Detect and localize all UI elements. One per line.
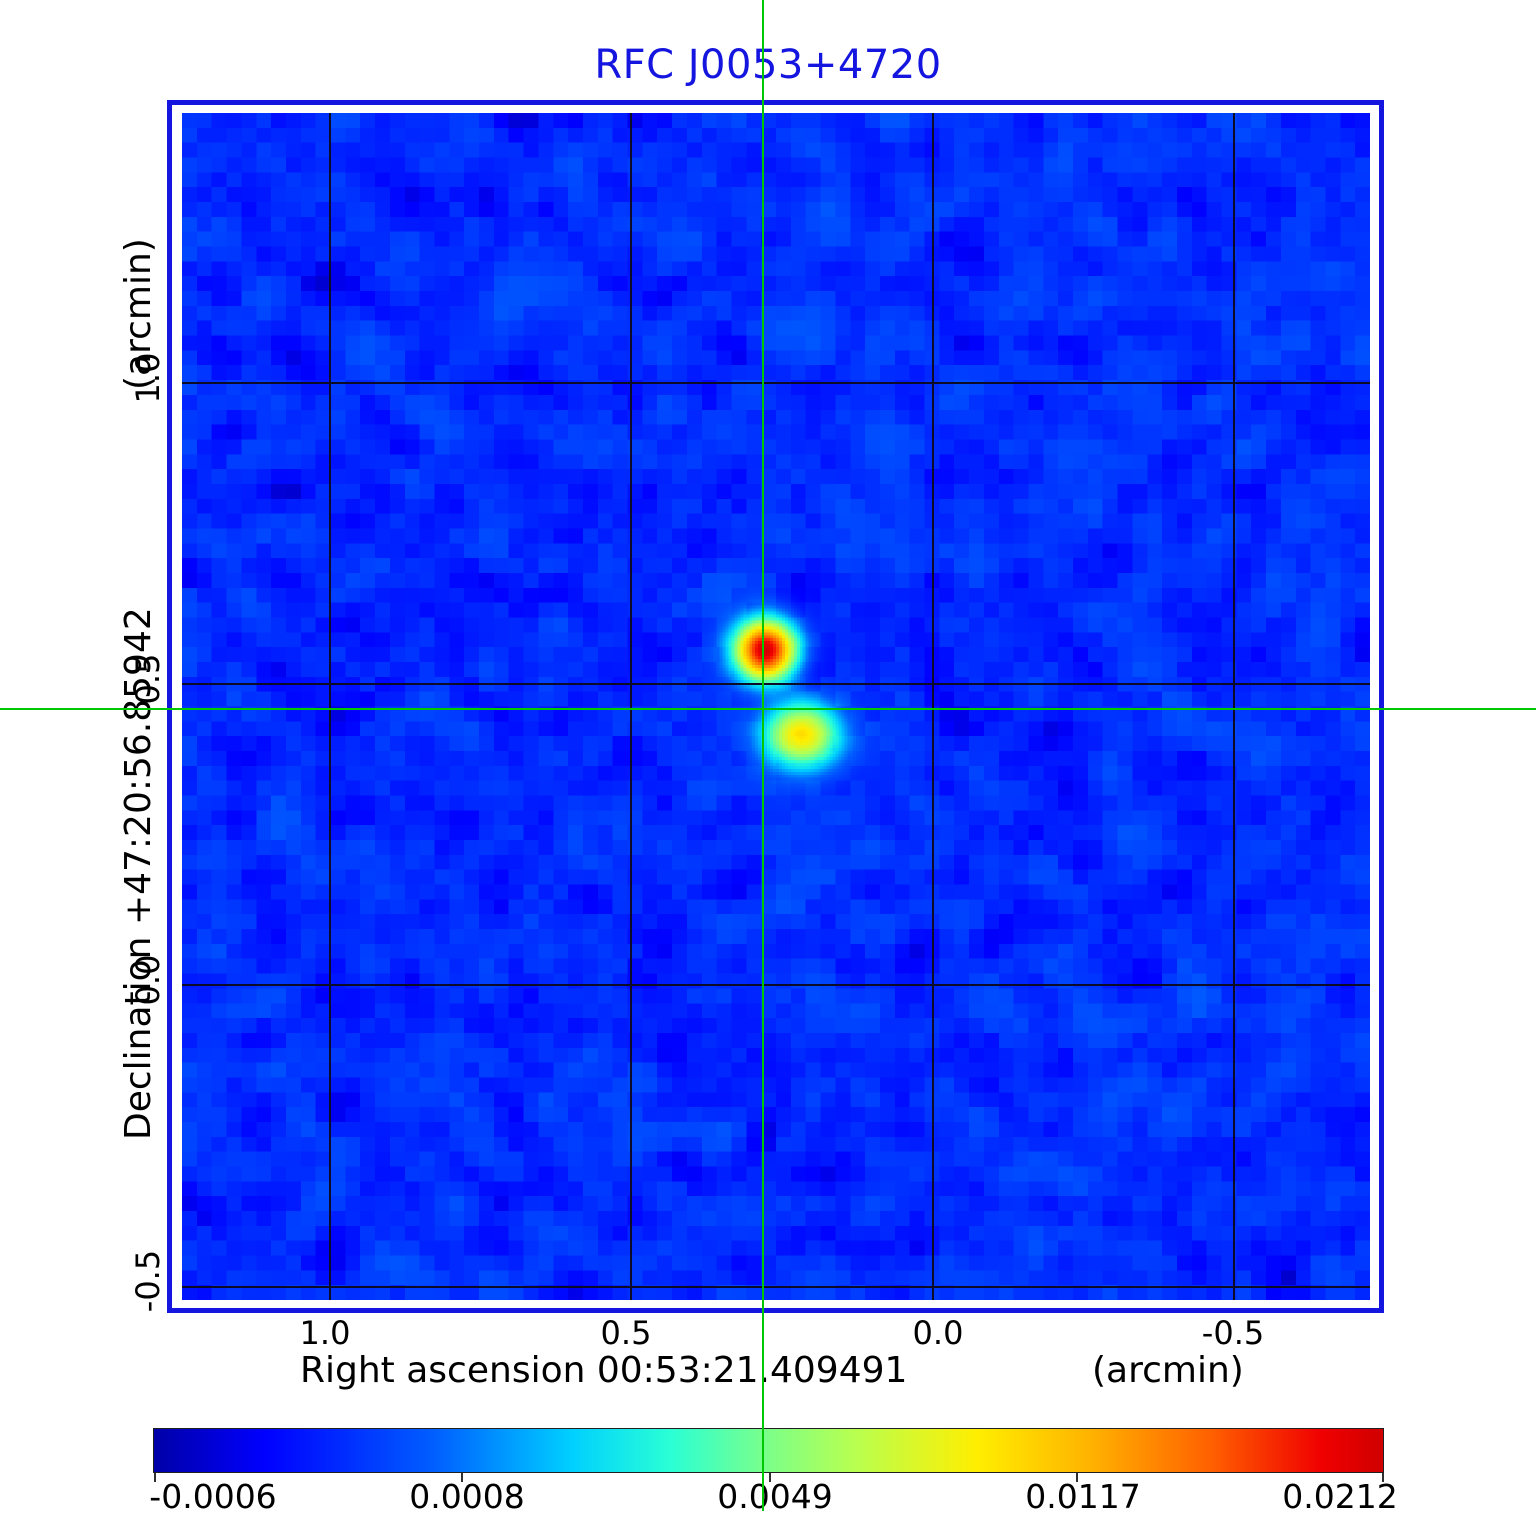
colorbar xyxy=(153,1428,1384,1473)
colorbar-tick-mark-4 xyxy=(1382,1473,1384,1482)
xtick-label-2: 0.0 xyxy=(912,1314,964,1352)
xtick-label-0: 1.0 xyxy=(299,1314,351,1352)
x-axis-units: (arcmin) xyxy=(1092,1350,1244,1391)
colorbar-tick-label-1: 0.0008 xyxy=(409,1477,525,1516)
x-axis-title: Right ascension 00:53:21.409491 xyxy=(300,1350,908,1391)
colorbar-tick-mark-2 xyxy=(769,1473,771,1482)
crosshair-vertical-line xyxy=(762,0,764,1511)
plot-frame xyxy=(167,100,1384,1313)
y-axis-units: (arcmin) xyxy=(118,238,159,390)
crosshair-horizontal-line xyxy=(0,708,1536,710)
ytick-label-3: -0.5 xyxy=(129,1249,167,1313)
colorbar-tick-label-0: -0.0006 xyxy=(149,1477,277,1516)
colorbar-tick-mark-3 xyxy=(1076,1473,1078,1482)
colorbar-tick-label-4: 0.0212 xyxy=(1282,1477,1398,1516)
colorbar-tick-mark-0 xyxy=(154,1473,156,1482)
colorbar-tick-label-2: 0.0049 xyxy=(717,1477,833,1516)
intensity-map-canvas xyxy=(182,113,1370,1300)
colorbar-tick-label-3: 0.0117 xyxy=(1025,1477,1141,1516)
xtick-label-1: 0.5 xyxy=(600,1314,652,1352)
y-axis-title: Declination +47:20:56.85942 xyxy=(118,607,159,1140)
page-title: RFC J0053+4720 xyxy=(594,42,942,88)
xtick-label-3: -0.5 xyxy=(1201,1314,1265,1352)
colorbar-tick-mark-1 xyxy=(461,1473,463,1482)
radio-map-image xyxy=(182,113,1370,1300)
